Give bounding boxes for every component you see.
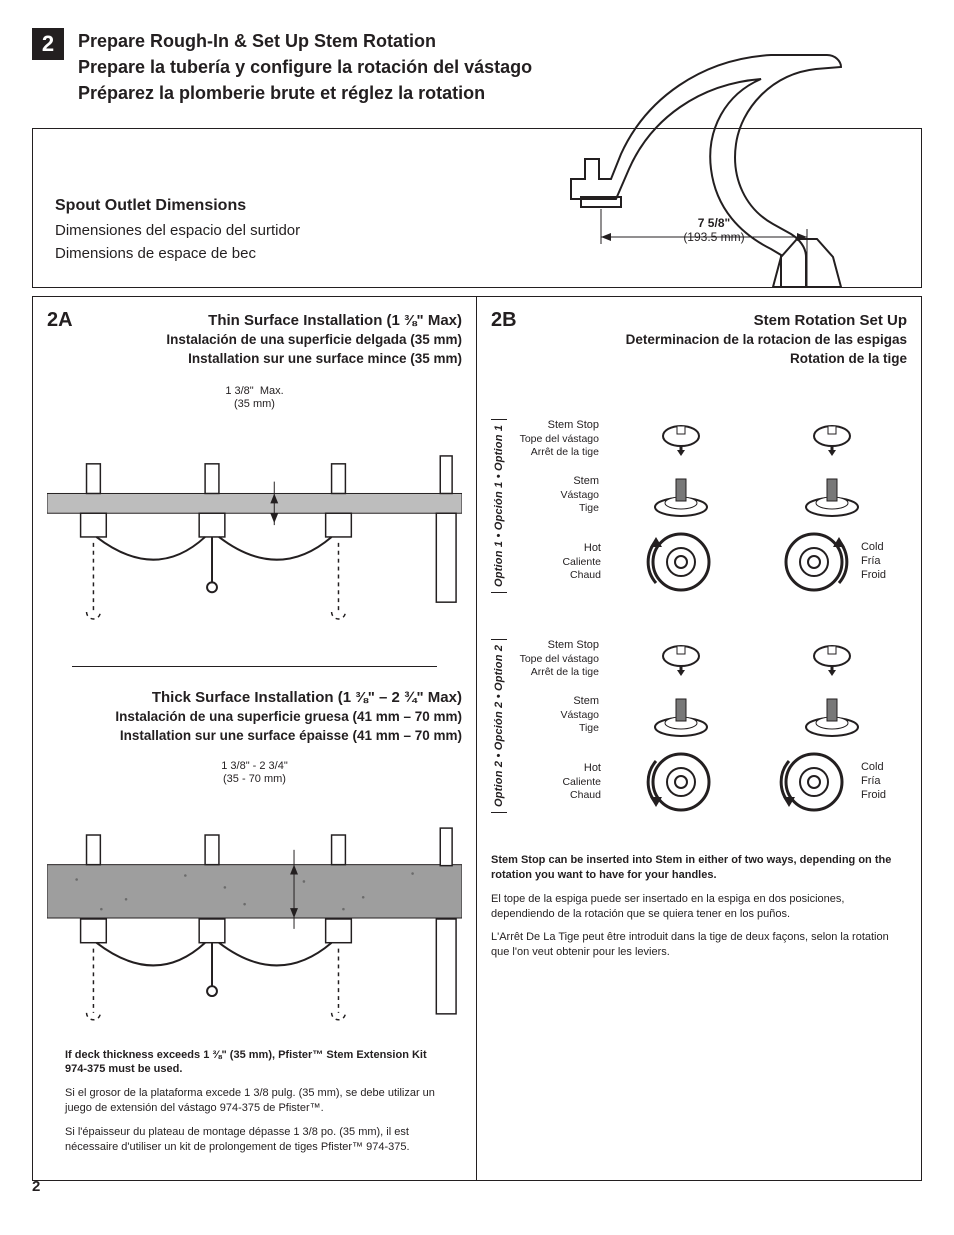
note2b-es: El tope de la espiga puede ser insertado… xyxy=(491,892,907,922)
spout-dim-mm: (193.5 mm) xyxy=(659,231,769,245)
stem-label: Stem Vástago Tige xyxy=(515,475,605,515)
stemstop-icon xyxy=(806,422,858,456)
hot-label: Hot Caliente Chaud xyxy=(515,542,605,582)
cold-en-2: Cold xyxy=(861,761,886,775)
thick-title-es: Instalación de una superficie gruesa (41… xyxy=(47,708,462,727)
hot-fr-2: Chaud xyxy=(515,789,601,802)
stem-es: Vástago xyxy=(515,489,599,502)
note2a-fr: Si l'épaisseur du plateau de montage dép… xyxy=(65,1125,444,1155)
stem-base-icon xyxy=(651,693,711,737)
rotation-topview-icon xyxy=(644,531,718,593)
title2b-es: Determinacion de la rotacion de las espi… xyxy=(491,331,907,350)
hot-es: Caliente xyxy=(515,556,601,569)
option-2-block: Option 2 • Opción 2 • Option 2 Stem Stop… xyxy=(491,639,907,813)
title-en: Prepare Rough-In & Set Up Stem Rotation xyxy=(78,28,532,54)
title-fr: Préparez la plomberie brute et réglez la… xyxy=(78,80,532,106)
stem-label: Stem Vástago Tige xyxy=(515,695,605,735)
hot-fr: Chaud xyxy=(515,569,601,582)
titles-2b: Stem Rotation Set Up Determinacion de la… xyxy=(491,310,907,369)
option2-rail: Option 2 • Opción 2 • Option 2 xyxy=(491,639,507,813)
cold-es: Fría xyxy=(861,555,886,569)
spout-label-es: Dimensiones del espacio del surtidor xyxy=(55,219,300,242)
step-titles: Prepare Rough-In & Set Up Stem Rotation … xyxy=(78,28,532,106)
notes-2b: Stem Stop can be inserted into Stem in e… xyxy=(491,853,907,960)
divider xyxy=(72,666,437,667)
thick-titles: Thick Surface Installation (1 ⅜" – 2 ¾" … xyxy=(47,687,462,746)
stemstop-es: Tope del vástago xyxy=(515,433,599,446)
cold-es-2: Fría xyxy=(861,775,886,789)
hot-label: Hot Caliente Chaud xyxy=(515,762,605,802)
cold-label: Cold Fría Froid xyxy=(857,541,886,582)
thin-dim-suffix: Max. xyxy=(260,385,284,397)
stemstop-icon xyxy=(806,642,858,676)
page-number: 2 xyxy=(32,1178,40,1195)
spout-labels: Spout Outlet Dimensions Dimensiones del … xyxy=(55,194,300,265)
step-number-badge: 2 xyxy=(32,28,64,60)
thin-dim-callout: 1 3/8" Max. (35 mm) xyxy=(47,385,462,411)
option1-rail: Option 1 • Opción 1 • Option 1 xyxy=(491,419,507,593)
note2a-en: If deck thickness exceeds 1 ⅜" (35 mm), … xyxy=(65,1048,444,1078)
stemstop-label: Stem Stop Tope del vástago Arrêt de la t… xyxy=(515,639,605,679)
cold-fr: Froid xyxy=(861,569,886,583)
thick-install-diagram-icon xyxy=(47,809,462,1029)
spout-dimensions-box: Spout Outlet Dimensions Dimensiones del … xyxy=(32,128,922,288)
stem-base-icon xyxy=(651,473,711,517)
hot-en: Hot xyxy=(515,542,601,556)
cold-en: Cold xyxy=(861,541,886,555)
stem-fr-2: Tige xyxy=(515,722,599,735)
thick-dim-callout: 1 3/8" - 2 3/4" (35 - 70 mm) xyxy=(47,760,462,786)
thin-title-es: Instalación de una superficie delgada (3… xyxy=(47,331,462,350)
note2a-es: Si el grosor de la plataforma excede 1 3… xyxy=(65,1086,444,1116)
title2b-fr: Rotation de la tige xyxy=(491,350,907,369)
note2b-en: Stem Stop can be inserted into Stem in e… xyxy=(491,853,907,883)
thin-title-fr: Installation sur une surface mince (35 m… xyxy=(47,350,462,369)
thin-titles: Thin Surface Installation (1 ⅜" Max) Ins… xyxy=(47,310,462,369)
faucet-diagram-icon xyxy=(541,39,911,299)
option-1-block: Option 1 • Opción 1 • Option 1 Stem Stop… xyxy=(491,419,907,593)
cold-label: Cold Fría Froid xyxy=(857,761,886,802)
spout-figure: 7 5/8" (193.5 mm) xyxy=(541,39,911,299)
section-2b: 2B Stem Rotation Set Up Determinacion de… xyxy=(477,296,922,1180)
stemstop-fr: Arrêt de la tige xyxy=(515,446,599,459)
stemstop-es-2: Tope del vástago xyxy=(515,653,599,666)
stemstop-icon xyxy=(655,422,707,456)
spout-label-fr: Dimensions de espace de bec xyxy=(55,242,300,265)
spout-dim-in: 7 5/8" xyxy=(659,217,769,231)
stem-es-2: Vástago xyxy=(515,709,599,722)
section-2a: 2A Thin Surface Installation (1 ⅜" Max) … xyxy=(32,296,477,1180)
thick-title-en: Thick Surface Installation (1 ⅜" – 2 ¾" … xyxy=(47,687,462,708)
rotation-topview-icon xyxy=(777,751,851,813)
stemstop-en: Stem Stop xyxy=(515,419,599,433)
stem-base-icon xyxy=(802,693,862,737)
thin-title-en: Thin Surface Installation (1 ⅜" Max) xyxy=(47,310,462,331)
hot-es-2: Caliente xyxy=(515,776,601,789)
stem-base-icon xyxy=(802,473,862,517)
rotation-topview-icon xyxy=(644,751,718,813)
thick-dim-mm: (35 - 70 mm) xyxy=(223,773,286,785)
thin-dim-in: 1 3/8" xyxy=(225,385,253,397)
title-es: Prepare la tubería y configure la rotaci… xyxy=(78,54,532,80)
thin-install-diagram-icon xyxy=(47,433,462,633)
thick-title-fr: Installation sur une surface épaisse (41… xyxy=(47,727,462,746)
stemstop-en-2: Stem Stop xyxy=(515,639,599,653)
hot-en-2: Hot xyxy=(515,762,601,776)
cold-fr-2: Froid xyxy=(861,789,886,803)
title2b-en: Stem Rotation Set Up xyxy=(491,310,907,331)
thin-dim-mm: (35 mm) xyxy=(234,398,275,410)
stemstop-label: Stem Stop Tope del vástago Arrêt de la t… xyxy=(515,419,605,459)
note2b-fr: L'Arrêt De La Tige peut être introduit d… xyxy=(491,930,907,960)
thick-dim-in: 1 3/8" - 2 3/4" xyxy=(221,760,288,772)
spout-dim: 7 5/8" (193.5 mm) xyxy=(659,217,769,245)
stem-en-2: Stem xyxy=(515,695,599,709)
spout-label-en: Spout Outlet Dimensions xyxy=(55,194,300,219)
stemstop-icon xyxy=(655,642,707,676)
notes-2a: If deck thickness exceeds 1 ⅜" (35 mm), … xyxy=(47,1048,462,1155)
stem-en: Stem xyxy=(515,475,599,489)
stem-fr: Tige xyxy=(515,502,599,515)
stemstop-fr-2: Arrêt de la tige xyxy=(515,666,599,679)
rotation-topview-icon xyxy=(777,531,851,593)
